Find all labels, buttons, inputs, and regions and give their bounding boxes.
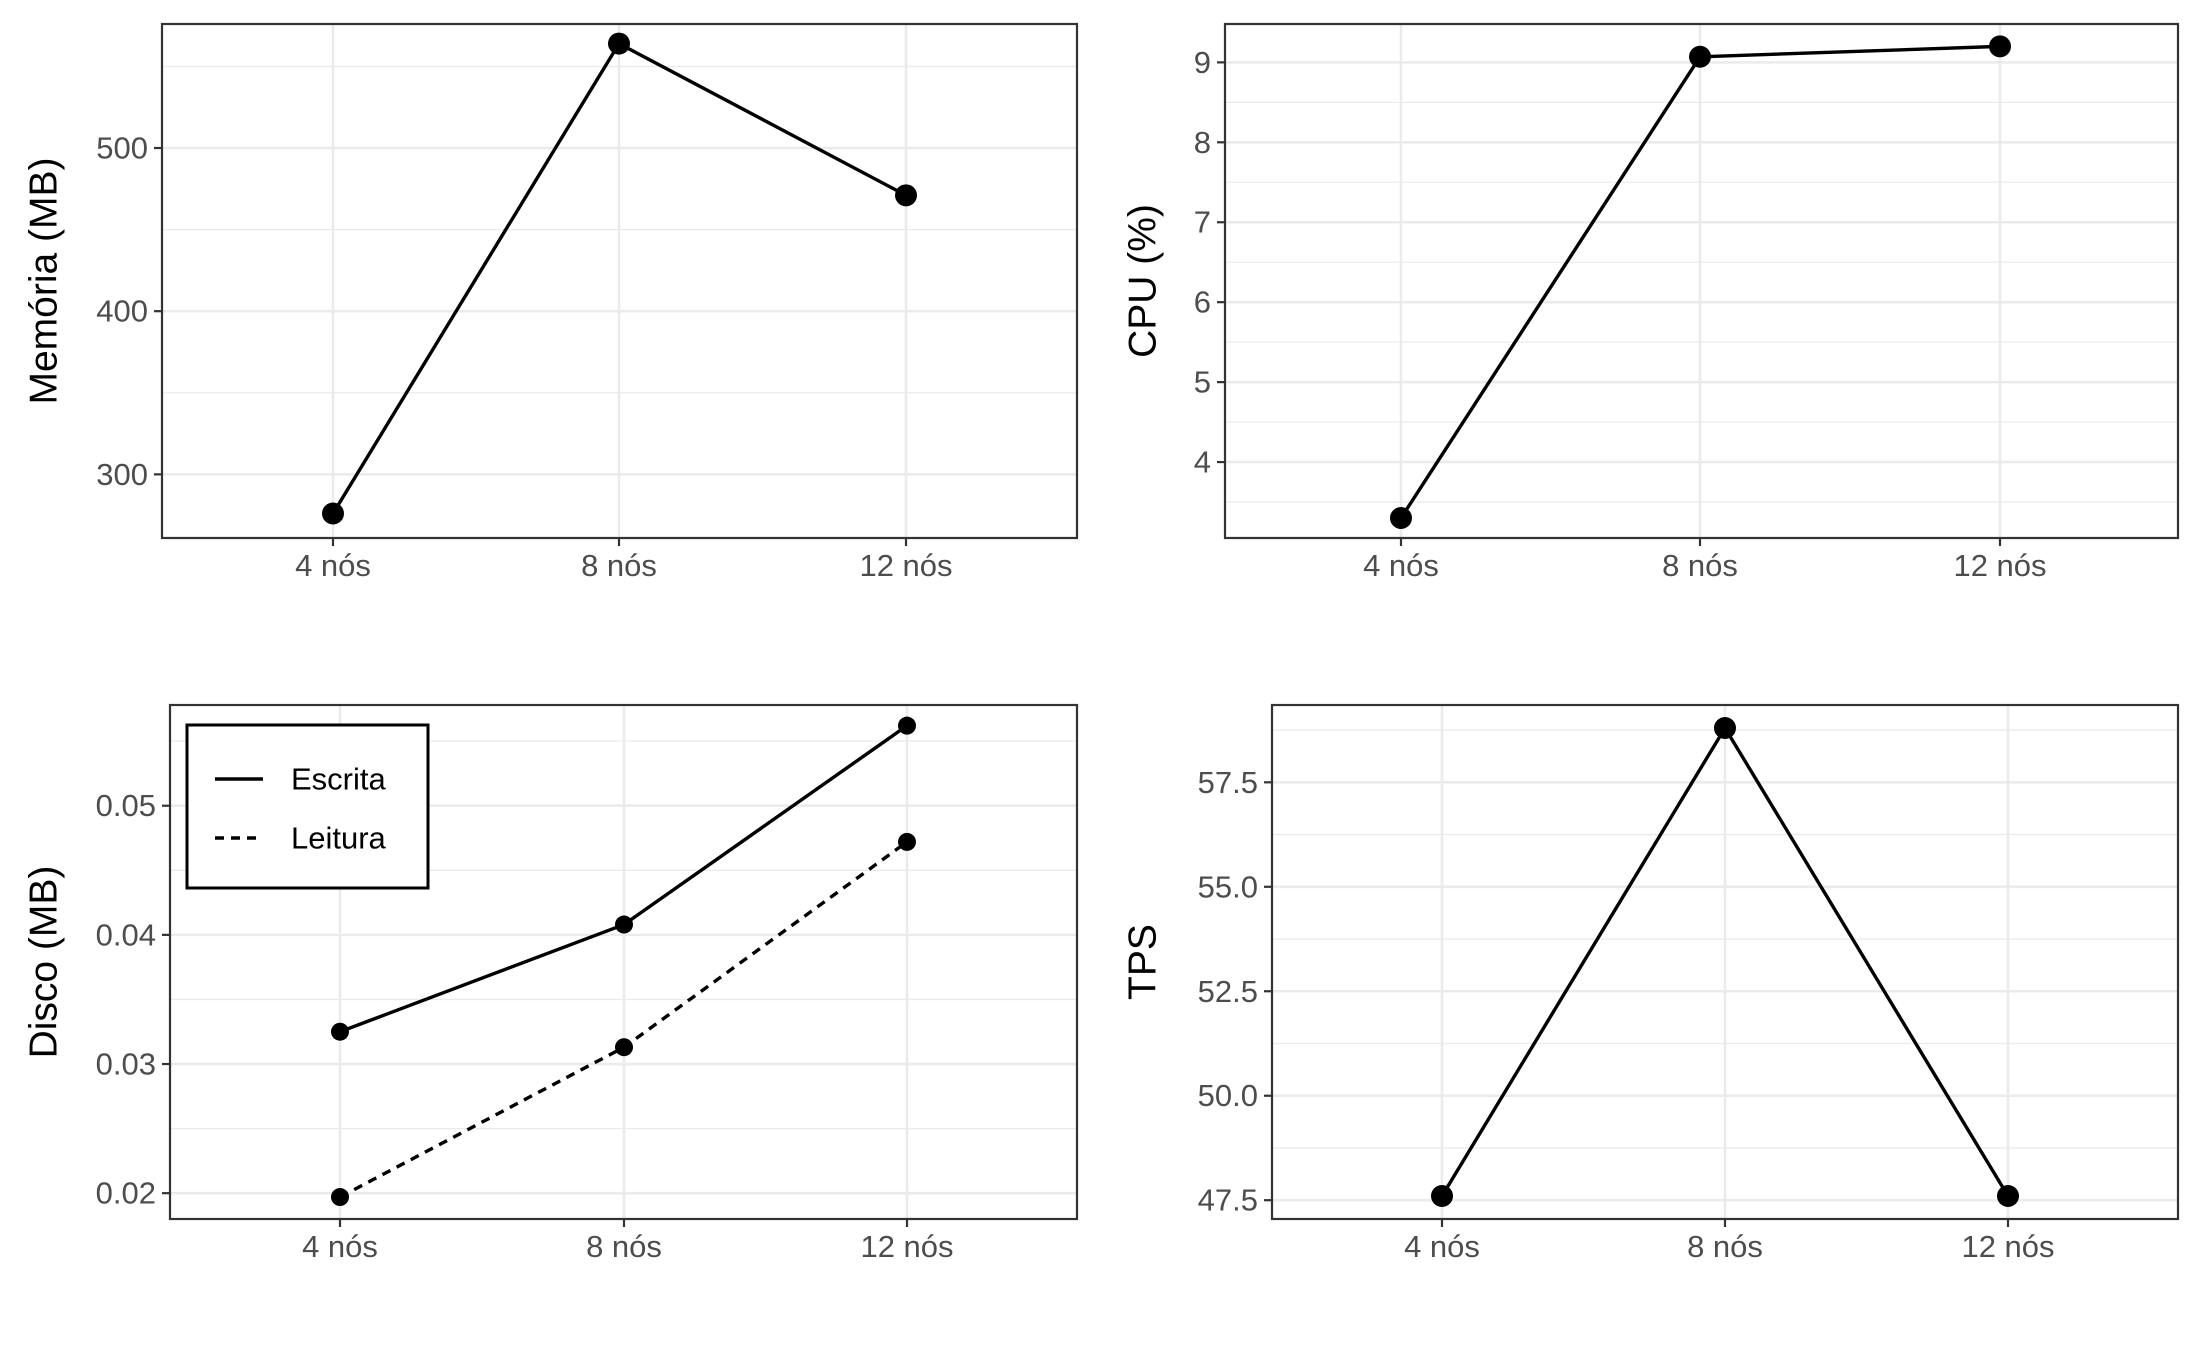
y-tick-label: 6 xyxy=(1194,285,1211,320)
data-point xyxy=(1689,45,1711,68)
x-tick-label: 12 nós xyxy=(859,548,952,583)
x-tick-label: 12 nós xyxy=(860,1229,953,1264)
data-point xyxy=(1714,716,1736,739)
data-point xyxy=(1989,35,2011,58)
data-point xyxy=(608,32,630,55)
x-tick-label: 4 nós xyxy=(302,1229,378,1264)
y-axis-title: CPU (%) xyxy=(1122,204,1165,358)
x-tick-label: 8 nós xyxy=(1662,548,1738,583)
legend-label-1: Escrita xyxy=(291,762,387,797)
x-tick-label: 8 nós xyxy=(581,548,657,583)
chart-panel-4: 47.5 50.0 52.5 55.0 57.5 4 nós 8 nós 12 nós TPS xyxy=(1122,703,2180,1264)
y-axis-title: TPS xyxy=(1122,924,1165,1000)
y-tick-label: 400 xyxy=(96,294,148,329)
x-tick-label: 8 nós xyxy=(1687,1229,1763,1264)
y-tick-label: 0.03 xyxy=(96,1047,156,1082)
chart-panel-3: 0.02 0.03 0.04 0.05 4 nós 8 nós 12 nós Disco (M… xyxy=(23,703,1079,1264)
y-tick-label: 300 xyxy=(96,457,148,492)
data-point xyxy=(322,502,344,525)
x-tick-label: 12 nós xyxy=(1953,548,2046,583)
legend-box xyxy=(185,723,430,890)
y-tick-label: 7 xyxy=(1194,205,1211,240)
panel-border xyxy=(1223,22,2180,540)
legend-label-2: Leitura xyxy=(291,821,387,856)
data-point xyxy=(898,716,916,735)
y-tick-label: 5 xyxy=(1194,365,1211,400)
data-point xyxy=(1431,1185,1453,1208)
data-point xyxy=(898,832,916,851)
data-point xyxy=(615,915,633,934)
x-tick-label: 12 nós xyxy=(1961,1229,2054,1264)
y-tick-label: 50.0 xyxy=(1198,1078,1258,1113)
data-point xyxy=(331,1022,349,1041)
y-tick-label: 52.5 xyxy=(1198,974,1258,1009)
x-tick-label: 4 nós xyxy=(295,548,371,583)
data-point xyxy=(1390,507,1412,530)
data-point xyxy=(615,1038,633,1057)
y-tick-label: 8 xyxy=(1194,125,1211,160)
x-tick-label: 4 nós xyxy=(1404,1229,1480,1264)
y-tick-label: 500 xyxy=(96,131,148,166)
y-tick-label: 0.02 xyxy=(96,1176,156,1211)
y-tick-label: 4 xyxy=(1194,445,1211,480)
data-point xyxy=(1997,1185,2019,1208)
y-tick-label: 0.04 xyxy=(96,917,156,952)
y-tick-label: 55.0 xyxy=(1198,869,1258,904)
y-tick-label: 9 xyxy=(1194,45,1211,80)
data-point xyxy=(331,1188,349,1207)
chart-panel-2: 4 5 6 7 8 9 4 nós 8 nós 12 nós CPU (%) xyxy=(1122,22,2180,583)
chart-panel-1: 300 400 500 4 nós 8 nós 12 nós Memória (MB) xyxy=(23,22,1079,583)
x-tick-label: 4 nós xyxy=(1363,548,1439,583)
y-axis-title: Disco (MB) xyxy=(23,866,66,1059)
data-point xyxy=(895,184,917,207)
y-tick-label: 57.5 xyxy=(1198,765,1258,800)
x-tick-label: 8 nós xyxy=(586,1229,662,1264)
y-tick-label: 0.05 xyxy=(96,788,156,823)
y-axis-title: Memória (MB) xyxy=(23,157,66,404)
legend: Escrita Leitura xyxy=(185,723,430,890)
y-tick-label: 47.5 xyxy=(1198,1183,1258,1218)
